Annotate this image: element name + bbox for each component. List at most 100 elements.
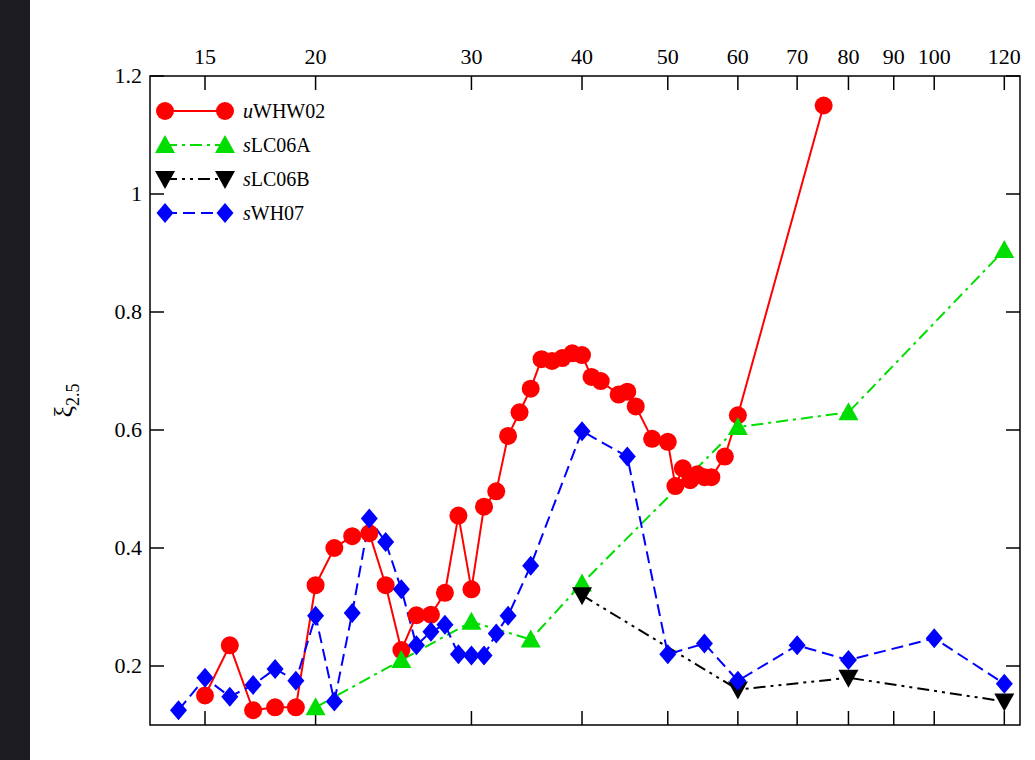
x-tick-top — [848, 76, 850, 90]
series-line — [178, 431, 1004, 710]
legend-marker — [155, 135, 175, 153]
x-tick-label: 90 — [883, 44, 905, 69]
x-tick-top — [796, 76, 798, 90]
x-tick-label: 60 — [727, 44, 749, 69]
y-tick-label: 1 — [131, 181, 142, 206]
data-point — [361, 509, 378, 529]
y-tick-right — [1006, 75, 1020, 77]
data-point — [789, 635, 806, 655]
x-tick-label: 40 — [571, 44, 593, 69]
data-point — [266, 698, 284, 716]
x-tick-top — [315, 76, 317, 90]
y-tick-left — [150, 429, 164, 431]
data-point — [476, 645, 493, 665]
x-tick-top — [581, 76, 583, 90]
data-point — [643, 430, 661, 448]
x-tick-label: 30 — [460, 44, 482, 69]
series-line — [316, 250, 1005, 707]
data-point — [522, 380, 540, 398]
data-point — [462, 580, 480, 598]
data-point — [500, 606, 517, 626]
x-tick-top — [737, 76, 739, 90]
legend-marker — [155, 171, 175, 189]
data-point — [221, 636, 239, 654]
x-tick-top — [1004, 76, 1006, 90]
legend-marker — [216, 102, 234, 120]
x-tick-label: 120 — [988, 44, 1021, 69]
data-point — [267, 659, 284, 679]
data-point — [838, 402, 858, 420]
data-point — [343, 527, 361, 545]
y-tick-label: 0.6 — [115, 417, 143, 442]
data-point — [659, 644, 676, 664]
legend-line — [165, 144, 225, 146]
data-point — [377, 532, 394, 552]
legend-marker — [217, 203, 234, 223]
data-point — [326, 691, 343, 711]
data-point — [325, 539, 343, 557]
legend-label: uWHW02 — [243, 100, 325, 122]
data-point — [815, 97, 833, 115]
x-tick-label: 20 — [305, 44, 327, 69]
data-point — [994, 693, 1014, 711]
legend: uWHW02sLC06AsLC06BsWH07 — [155, 100, 325, 224]
data-point — [696, 634, 713, 654]
data-point — [511, 403, 529, 421]
data-point — [307, 576, 325, 594]
y-tick-left — [150, 665, 164, 667]
x-tick-bottom — [796, 711, 798, 725]
data-point — [475, 498, 493, 516]
data-point — [729, 671, 746, 691]
legend-marker — [157, 203, 174, 223]
data-point — [572, 587, 592, 605]
data-point — [196, 687, 214, 705]
legend-marker — [156, 102, 174, 120]
legend-line — [165, 212, 225, 214]
chart: 1520304050607080901001200.20.40.60.811.2… — [0, 0, 1035, 760]
y-tick-right — [1006, 429, 1020, 431]
data-point — [499, 427, 517, 445]
x-tick-bottom — [737, 711, 739, 725]
x-tick-label: 100 — [918, 44, 951, 69]
data-point — [702, 468, 720, 486]
data-point — [487, 482, 505, 500]
y-tick-left — [150, 75, 164, 77]
data-point — [422, 606, 440, 624]
data-point — [408, 635, 425, 655]
data-point — [728, 417, 748, 435]
data-point — [170, 700, 187, 720]
plot-area — [170, 97, 1014, 721]
data-point — [449, 507, 467, 525]
x-tick-top — [204, 76, 206, 90]
x-tick-label: 15 — [194, 44, 216, 69]
x-tick-top — [471, 76, 473, 90]
y-tick-left — [150, 311, 164, 313]
figure-background — [30, 0, 1035, 760]
data-point — [659, 433, 677, 451]
data-point — [307, 606, 324, 626]
series-line — [205, 106, 824, 711]
data-point — [521, 629, 541, 647]
data-point — [221, 687, 238, 707]
x-tick-bottom — [581, 711, 583, 725]
legend-label: sWH07 — [243, 202, 304, 224]
data-point — [344, 603, 361, 623]
data-point — [838, 670, 858, 688]
y-tick-right — [1006, 547, 1020, 549]
data-point — [716, 448, 734, 466]
data-point — [840, 650, 857, 670]
data-point — [996, 674, 1013, 694]
data-point — [574, 421, 591, 441]
series-line — [582, 595, 1004, 701]
y-tick-right — [1006, 665, 1020, 667]
data-point — [627, 397, 645, 415]
y-tick-right — [1006, 311, 1020, 313]
y-tick-left — [150, 193, 164, 195]
data-point — [244, 701, 262, 719]
plot-frame — [150, 76, 1020, 725]
y-tick-label: 0.8 — [115, 299, 143, 324]
data-point — [393, 579, 410, 599]
legend-marker — [215, 135, 235, 153]
data-point — [377, 576, 395, 594]
y-tick-label: 1.2 — [115, 63, 143, 88]
